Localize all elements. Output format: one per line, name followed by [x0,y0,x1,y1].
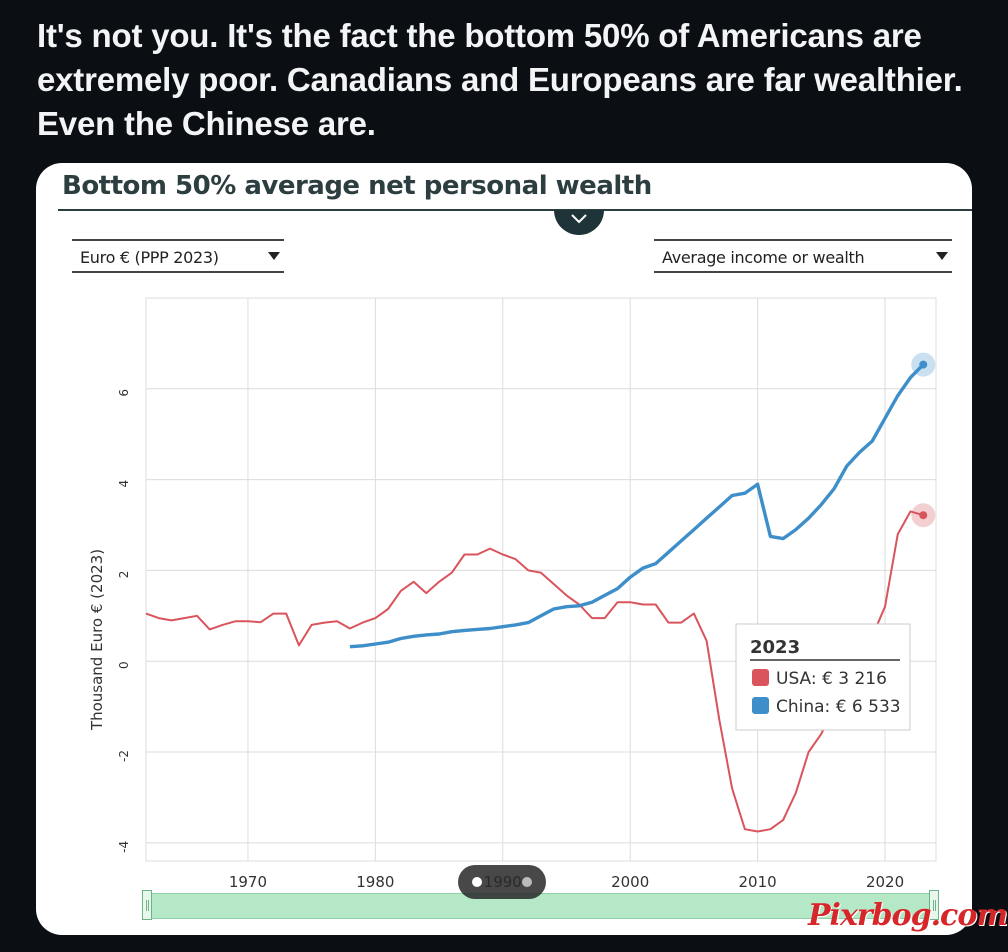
tooltip-swatch-usa [752,669,769,686]
y-tick-label: -2 [117,750,131,762]
image-pager[interactable] [458,865,546,899]
measure-dropdown[interactable]: Average income or wealth [654,239,952,273]
range-handle-right[interactable] [929,890,939,920]
pager-dot-active[interactable] [472,877,482,887]
range-handle-left[interactable] [142,890,152,920]
line-chart: 197019801990200020102020-4-20246Thousand… [88,297,937,891]
currency-dropdown[interactable]: Euro € (PPP 2023) [72,239,284,273]
last-point-marker [919,360,928,369]
chevron-down-icon [571,214,587,224]
y-tick-label: 0 [117,661,131,669]
x-tick-label: 2020 [866,873,904,891]
series-line-china [349,363,925,649]
y-tick-label: -4 [117,841,131,853]
y-tick-label: 2 [117,571,131,579]
plot-frame [145,297,937,862]
currency-dropdown-label: Euro € (PPP 2023) [80,248,219,267]
title-divider [58,209,972,211]
chart-series [145,363,925,833]
series-line-usa [145,510,924,833]
chart-card: Bottom 50% average net personal wealth E… [36,163,972,935]
y-tick-label: 4 [117,480,131,488]
chart-grid [145,297,937,862]
tooltip-swatch-china [752,697,769,714]
x-tick-label: 2010 [739,873,777,891]
tooltip-value-usa: USA: € 3 216 [776,669,887,689]
chart-title: Bottom 50% average net personal wealth [62,171,652,201]
measure-dropdown-label: Average income or wealth [662,248,865,267]
watermark: Pixrbog.com [808,898,1008,933]
y-axis-label: Thousand Euro € (2023) [88,549,106,731]
range-scrollbar[interactable] [142,893,938,919]
chart-tooltip: 2023 USA: € 3 216 China: € 6 533 [735,623,911,731]
y-tick-label: 6 [117,389,131,397]
x-tick-label: 1970 [229,873,267,891]
last-point-marker [919,511,928,520]
x-tick-label: 2000 [611,873,649,891]
tooltip-value-china: China: € 6 533 [776,697,901,717]
tooltip-year: 2023 [750,637,800,658]
x-tick-label: 1980 [356,873,394,891]
triangle-down-icon [268,252,280,260]
chart-markers [911,352,936,528]
post-text: It's not you. It's the fact the bottom 5… [37,17,963,142]
pager-dot[interactable] [522,877,532,887]
triangle-down-icon [936,252,948,260]
